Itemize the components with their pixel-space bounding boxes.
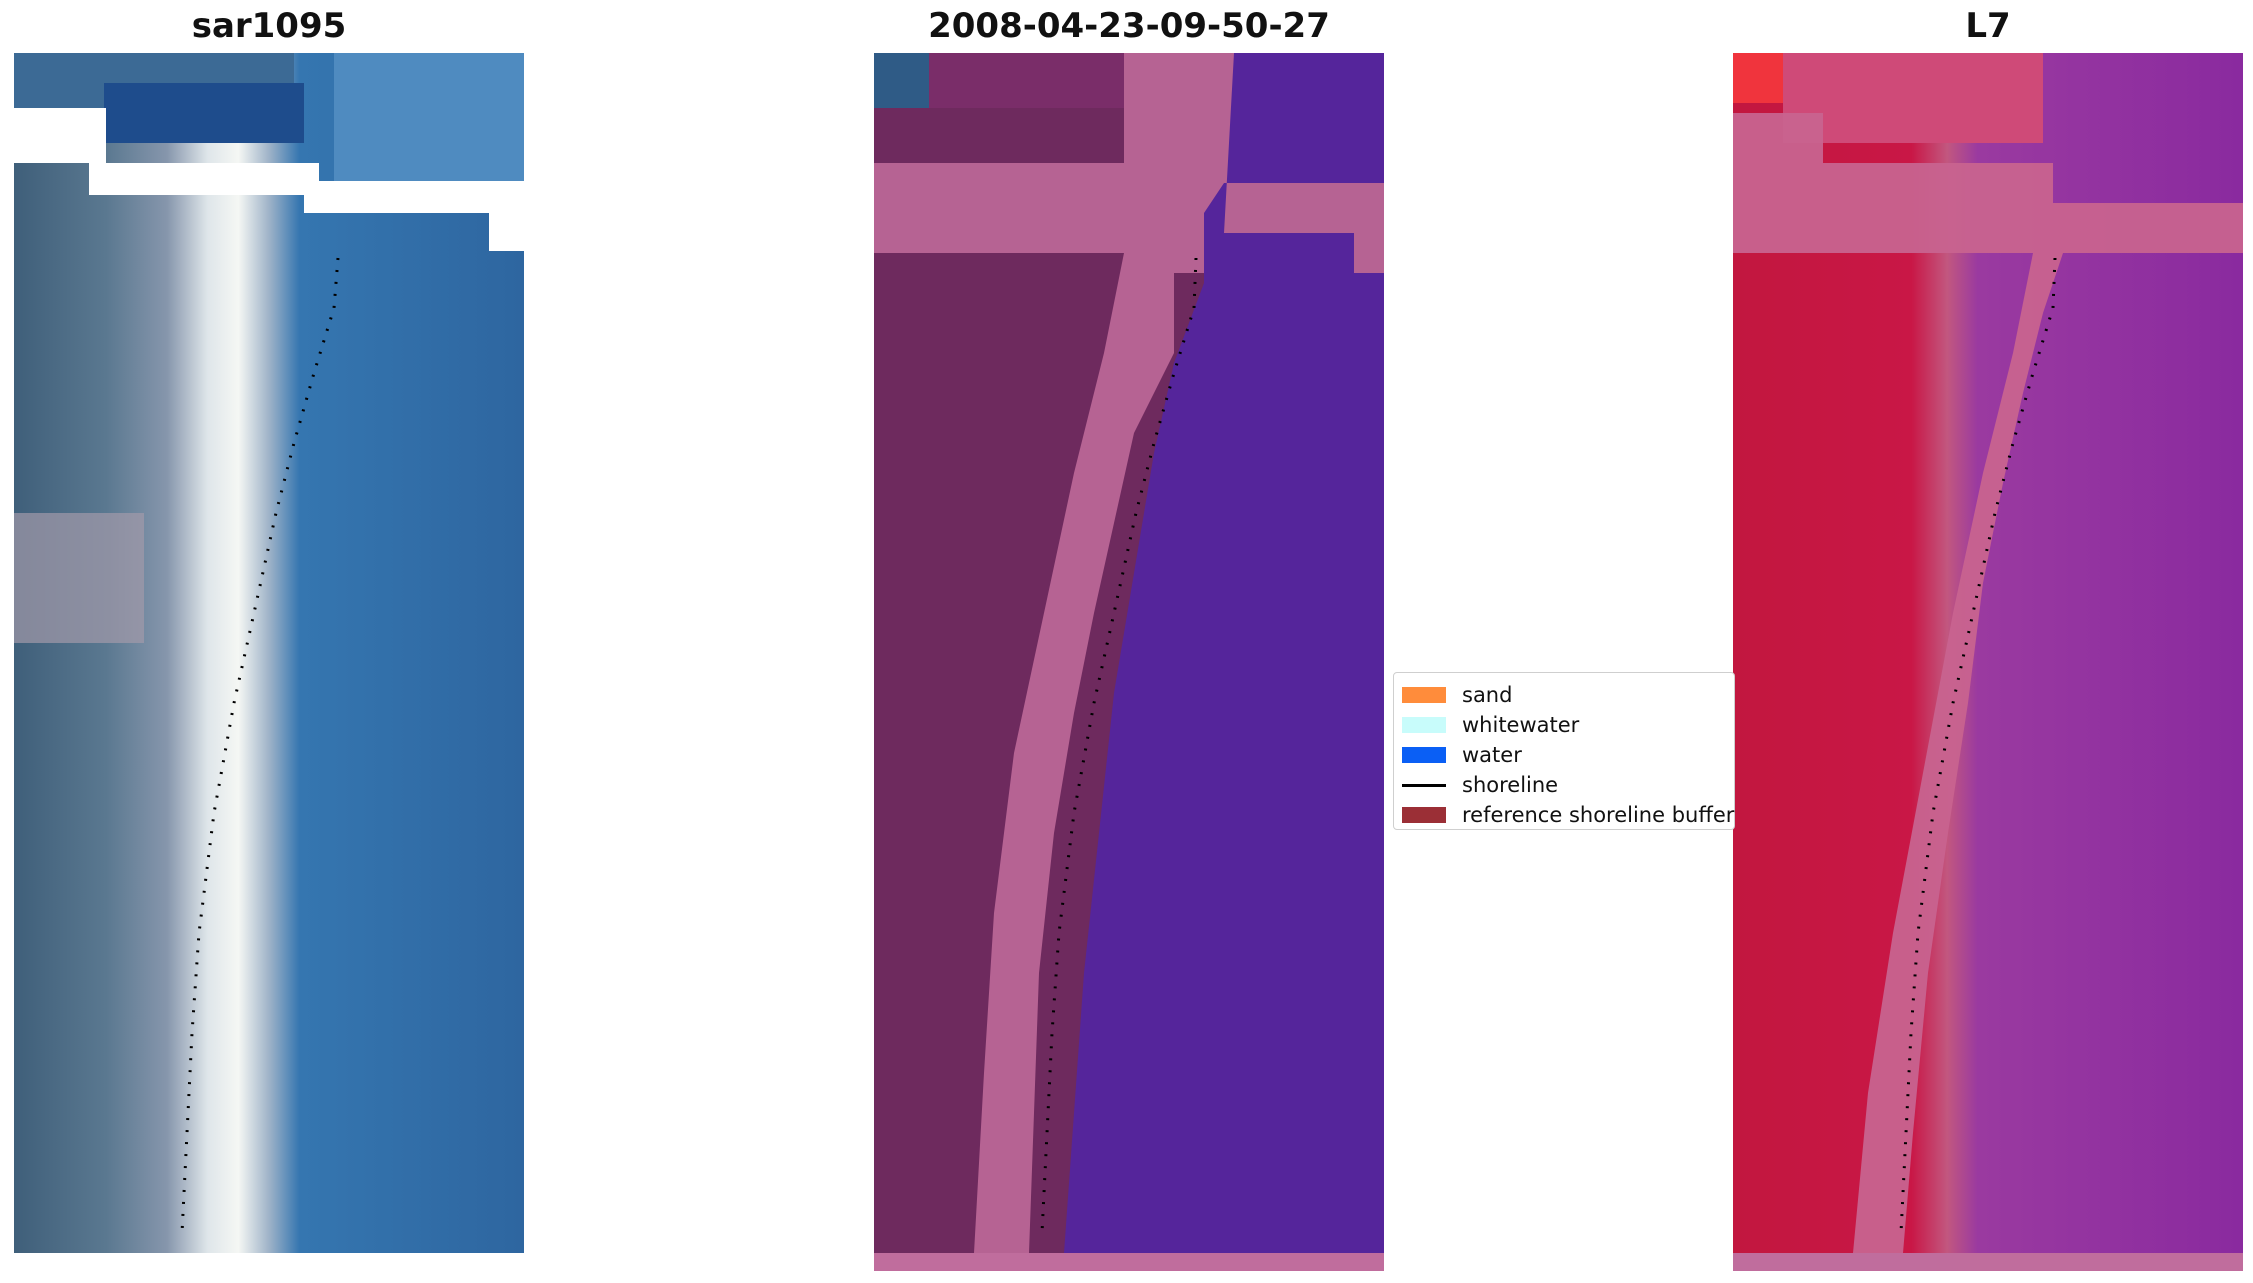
legend-label: water: [1462, 743, 1522, 767]
sand-swatch-icon: [1402, 687, 1446, 703]
legend-item-shoreline: shoreline: [1402, 773, 1558, 797]
classified-water: [1064, 53, 1384, 1253]
water-swatch-icon: [1402, 747, 1446, 763]
whitewater-swatch-icon: [1402, 717, 1446, 733]
rgb-background: [14, 53, 524, 1253]
legend-label: reference shoreline buffer: [1462, 803, 1735, 827]
panel-title-index: L7: [1965, 6, 2011, 46]
classified-image-panel: [874, 53, 1384, 1273]
panel-title-classified: 2008-04-23-09-50-27: [928, 6, 1330, 46]
legend-item-reference-buffer: reference shoreline buffer: [1402, 803, 1734, 827]
legend-label: whitewater: [1462, 713, 1580, 737]
rgb-image-panel: [14, 53, 524, 1253]
index-buffer: [1733, 113, 2243, 1253]
legend: sand whitewater water shoreline referenc…: [1393, 672, 1735, 830]
buffer-swatch-icon: [1402, 807, 1446, 823]
panel-title-rgb: sar1095: [191, 6, 347, 46]
legend-item-whitewater: whitewater: [1402, 713, 1579, 737]
shoreline-line-icon: [1402, 783, 1446, 787]
legend-label: sand: [1462, 683, 1513, 707]
legend-label: shoreline: [1462, 773, 1559, 797]
classified-buffer: [874, 53, 1384, 1253]
legend-item-sand: sand: [1402, 683, 1512, 707]
index-image-panel: [1733, 53, 2243, 1273]
legend-item-water: water: [1402, 743, 1522, 767]
